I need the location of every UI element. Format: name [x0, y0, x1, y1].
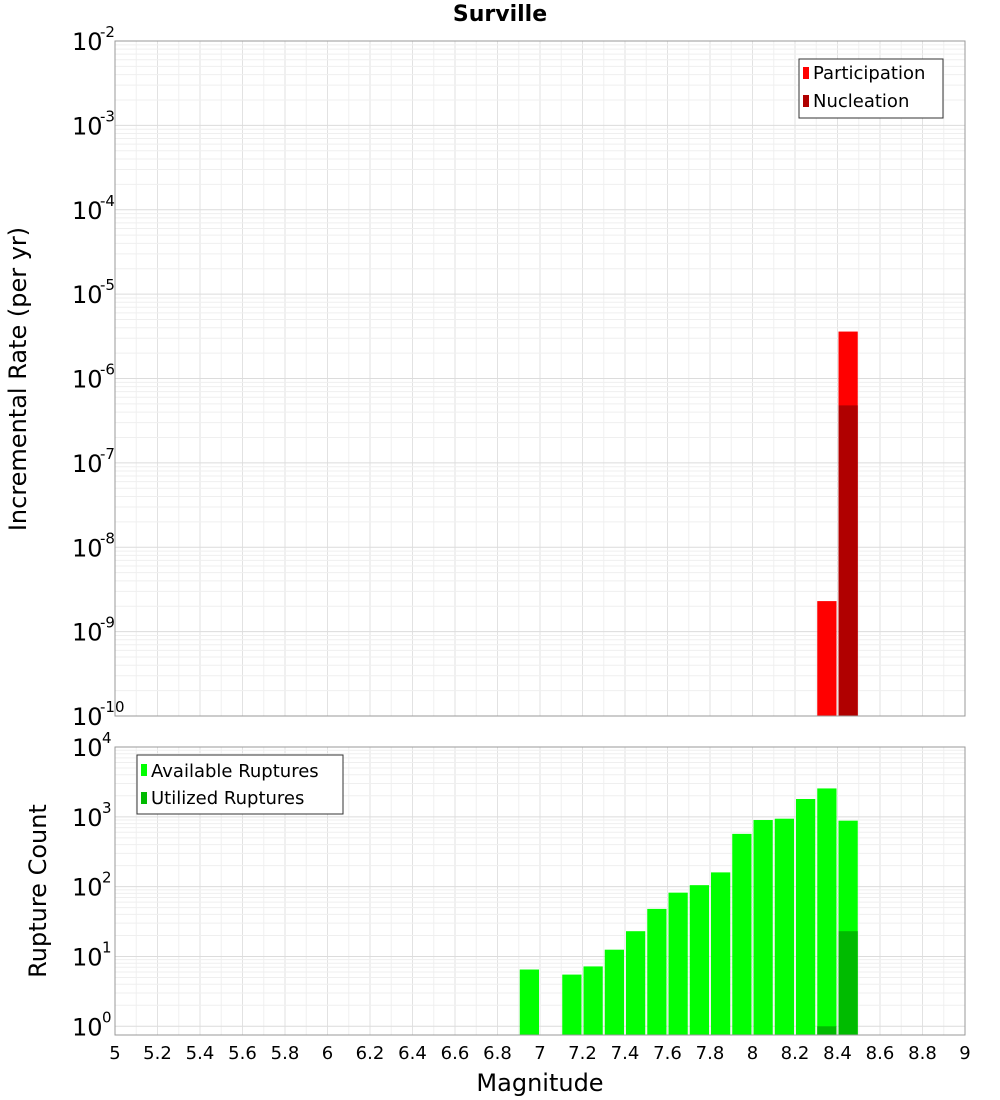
x-tick-label: 7.4: [611, 1043, 640, 1064]
x-tick-label: 7.2: [568, 1043, 597, 1064]
y-tick-exponent: -8: [100, 529, 115, 547]
y-tick-exponent: -7: [100, 445, 115, 463]
y-tick-label: 10: [72, 197, 103, 225]
top-y-axis-label: Incremental Rate (per yr): [4, 227, 32, 531]
x-tick-label: 5.6: [228, 1043, 257, 1064]
legend-label-available: Available Ruptures: [151, 761, 319, 782]
y-tick-label: 10: [72, 734, 103, 762]
top-legend: Participation Nucleation: [798, 58, 944, 119]
y-tick-exponent: -2: [100, 23, 115, 41]
x-tick-label: 7.8: [696, 1043, 725, 1064]
legend-label-participation: Participation: [813, 63, 925, 84]
rupture-bar-b: [838, 931, 858, 1035]
y-tick-label: 10: [72, 281, 103, 309]
y-tick-label: 10: [72, 112, 103, 140]
x-axis-label: Magnitude: [476, 1069, 603, 1097]
rate-bar-a: [817, 601, 837, 716]
y-tick-label: 10: [72, 1013, 103, 1041]
y-tick-exponent: -3: [100, 107, 115, 125]
x-tick-label: 7: [534, 1043, 545, 1064]
y-tick-exponent: 2: [102, 869, 112, 887]
y-tick-label: 10: [72, 534, 103, 562]
legend-swatch-available: [141, 764, 147, 776]
x-tick-label: 6.6: [441, 1043, 470, 1064]
x-tick-label: 8.2: [781, 1043, 810, 1064]
rupture-bar-a: [711, 872, 731, 1035]
y-tick-label: 10: [72, 28, 103, 56]
x-tick-label: 7.6: [653, 1043, 682, 1064]
x-tick-label: 5: [109, 1043, 120, 1064]
rupture-bar-a: [753, 820, 773, 1035]
x-tick-label: 8: [747, 1043, 758, 1064]
legend-swatch-participation: [803, 67, 809, 79]
y-tick-exponent: -10: [100, 698, 125, 716]
y-tick-exponent: 4: [102, 729, 112, 747]
x-tick-label: 9: [959, 1043, 970, 1064]
x-tick-label: 5.2: [143, 1043, 172, 1064]
y-tick-exponent: -6: [100, 361, 115, 379]
x-tick-label: 5.8: [271, 1043, 300, 1064]
bottom-plot-border: [114, 746, 966, 1036]
x-tick-label: 8.4: [823, 1043, 852, 1064]
y-tick-label: 10: [72, 619, 103, 647]
legend-label-nucleation: Nucleation: [813, 91, 909, 112]
rupture-bar-a: [732, 833, 752, 1035]
y-tick-label: 10: [72, 943, 103, 971]
legend-label-utilized: Utilized Ruptures: [151, 788, 304, 809]
rupture-bar-a: [604, 949, 624, 1035]
legend-swatch-nucleation: [803, 95, 809, 107]
y-tick-exponent: -5: [100, 276, 115, 294]
rupture-bar-a: [519, 969, 539, 1035]
x-tick-label: 6: [322, 1043, 333, 1064]
x-tick-label: 6.2: [356, 1043, 385, 1064]
top-plot-border: [114, 40, 966, 717]
bottom-y-axis-label: Rupture Count: [24, 804, 52, 978]
y-tick-label: 10: [72, 366, 103, 394]
x-tick-label: 8.8: [908, 1043, 937, 1064]
rate-bar-b: [838, 405, 858, 716]
y-tick-label: 10: [72, 450, 103, 478]
rupture-bar-a: [647, 908, 667, 1035]
rupture-bar-a: [668, 892, 688, 1035]
y-tick-exponent: 3: [102, 799, 112, 817]
rupture-bar-a: [774, 818, 794, 1035]
rupture-bar-a: [626, 931, 646, 1035]
x-tick-label: 8.6: [866, 1043, 895, 1064]
x-tick-label: 5.4: [186, 1043, 215, 1064]
y-tick-label: 10: [72, 804, 103, 832]
y-tick-label: 10: [72, 874, 103, 902]
rupture-bar-a: [817, 788, 837, 1035]
rupture-bar-a: [562, 974, 582, 1035]
y-tick-exponent: -4: [100, 192, 115, 210]
x-tick-label: 6.8: [483, 1043, 512, 1064]
bottom-legend: Available Ruptures Utilized Ruptures: [136, 754, 344, 815]
legend-swatch-utilized: [141, 792, 147, 804]
rupture-bar-a: [796, 798, 816, 1035]
rupture-bar-b: [817, 1026, 837, 1035]
y-tick-exponent: 0: [102, 1008, 112, 1026]
chart-title: Surville: [452, 2, 548, 27]
rupture-bar-a: [583, 966, 603, 1035]
y-tick-exponent: 1: [102, 938, 112, 956]
rupture-bar-a: [689, 885, 709, 1035]
y-tick-label: 10: [72, 703, 103, 731]
x-tick-label: 6.4: [398, 1043, 427, 1064]
y-tick-exponent: -9: [100, 614, 115, 632]
